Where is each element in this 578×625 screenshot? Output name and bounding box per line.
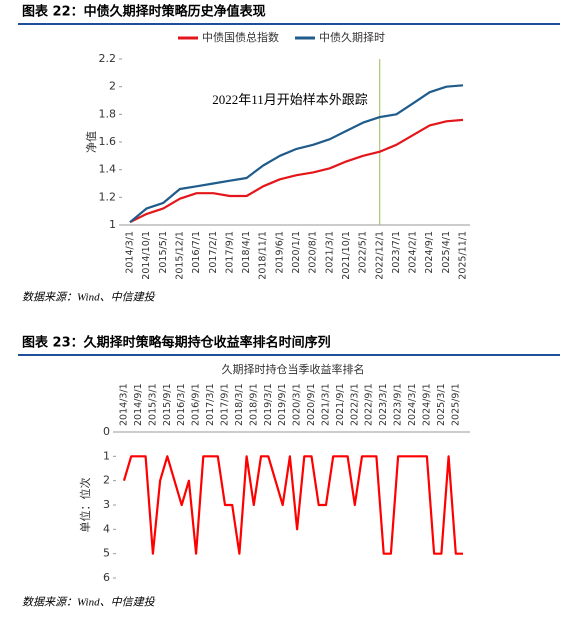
x-tick-label: 2020/9/1 <box>306 383 317 426</box>
y-tick-label: 2.2 <box>99 52 117 65</box>
x-tick-label: 2017/9/1 <box>224 231 235 274</box>
x-tick-label: 2018/9/1 <box>248 383 259 426</box>
x-tick-label: 2016/7/1 <box>191 231 202 274</box>
x-tick-label: 2025/11/1 <box>458 231 469 280</box>
x-tick-label: 2015/5/1 <box>158 231 169 274</box>
x-tick-label: 2017/9/1 <box>219 383 230 426</box>
figure-caption: 图表 23：久期择时策略每期持仓收益率排名时间序列 <box>22 335 331 351</box>
x-tick-label: 2019/3/1 <box>263 383 274 426</box>
x-tick-label: 2022/12/1 <box>374 231 385 280</box>
x-tick-label: 2021/10/1 <box>341 231 352 280</box>
y-tick-label: 5 <box>103 547 110 560</box>
x-tick-label: 2021/3/1 <box>320 383 331 426</box>
legend-label: 中债国债总指数 <box>202 30 279 44</box>
y-tick-label: 1.4 <box>99 163 117 176</box>
x-tick-label: 2019/6/1 <box>274 231 285 274</box>
x-tick-label: 2025/3/1 <box>436 383 447 426</box>
x-tick-label: 2023/3/1 <box>378 383 389 426</box>
x-tick-label: 2020/8/1 <box>308 231 319 274</box>
y-tick-label: 0 <box>103 425 110 438</box>
x-tick-label: 2015/3/1 <box>147 383 158 426</box>
x-tick-label: 2022/3/1 <box>349 383 360 426</box>
x-tick-label: 2014/9/1 <box>133 383 144 426</box>
x-tick-label: 2024/9/1 <box>424 231 435 274</box>
source-note: 数据来源：Wind、中信建投 <box>22 596 156 609</box>
series-line <box>129 84 464 224</box>
caption-rule <box>18 354 560 356</box>
x-tick-label: 2018/11/1 <box>258 231 269 280</box>
y-tick-label: 1.8 <box>99 107 117 120</box>
x-tick-label: 2024/3/1 <box>407 383 418 426</box>
x-tick-label: 2022/9/1 <box>364 383 375 426</box>
annotation: 2022年11月开始样本外跟踪 <box>212 92 368 107</box>
y-tick-label: 4 <box>103 522 110 535</box>
x-tick-label: 2025/9/1 <box>450 383 461 426</box>
x-tick-label: 2018/3/1 <box>234 383 245 426</box>
y-tick-label: 1 <box>109 218 116 231</box>
y-tick-label: 3 <box>103 498 110 511</box>
x-tick-label: 2023/9/1 <box>393 383 404 426</box>
y-axis-label: 单位：位次 <box>78 478 92 533</box>
figure-caption: 图表 22：中债久期择时策略历史净值表现 <box>22 4 266 20</box>
x-tick-label: 2020/3/1 <box>292 383 303 426</box>
x-tick-label: 2016/3/1 <box>176 383 187 426</box>
legend-label: 中债久期择时 <box>319 30 385 44</box>
x-tick-label: 2017/2/1 <box>208 231 219 274</box>
x-tick-label: 2023/7/1 <box>391 231 402 274</box>
series-line <box>122 455 463 555</box>
chart-title: 久期择时持仓当季收益率排名 <box>222 362 365 376</box>
x-tick-label: 2014/3/1 <box>125 231 136 274</box>
x-tick-label: 2019/9/1 <box>277 383 288 426</box>
series-line <box>129 118 464 224</box>
y-tick-label: 2 <box>103 474 110 487</box>
y-tick-label: 6 <box>103 571 110 584</box>
x-tick-label: 2016/9/1 <box>191 383 202 426</box>
x-tick-label: 2014/10/1 <box>141 231 152 280</box>
caption-rule <box>18 23 560 25</box>
x-tick-label: 2022/5/1 <box>358 231 369 274</box>
x-tick-label: 2021/3/1 <box>324 231 335 274</box>
source-note: 数据来源：Wind、中信建投 <box>22 291 156 304</box>
y-tick-label: 1.2 <box>99 190 117 203</box>
y-tick-label: 2 <box>109 80 116 93</box>
x-tick-label: 2014/3/1 <box>119 383 130 426</box>
y-axis-label: 净值 <box>84 131 98 153</box>
x-tick-label: 2017/3/1 <box>205 383 216 426</box>
x-tick-label: 2025/4/1 <box>441 231 452 274</box>
x-tick-label: 2018/4/1 <box>241 231 252 274</box>
x-tick-label: 2024/9/1 <box>421 383 432 426</box>
x-tick-label: 2021/9/1 <box>335 383 346 426</box>
x-tick-label: 2024/2/1 <box>408 231 419 274</box>
y-tick-label: 1 <box>103 449 110 462</box>
x-tick-label: 2020/1/1 <box>291 231 302 274</box>
y-tick-label: 1.6 <box>99 135 117 148</box>
x-tick-label: 2015/12/1 <box>174 231 185 280</box>
x-tick-label: 2015/9/1 <box>162 383 173 426</box>
